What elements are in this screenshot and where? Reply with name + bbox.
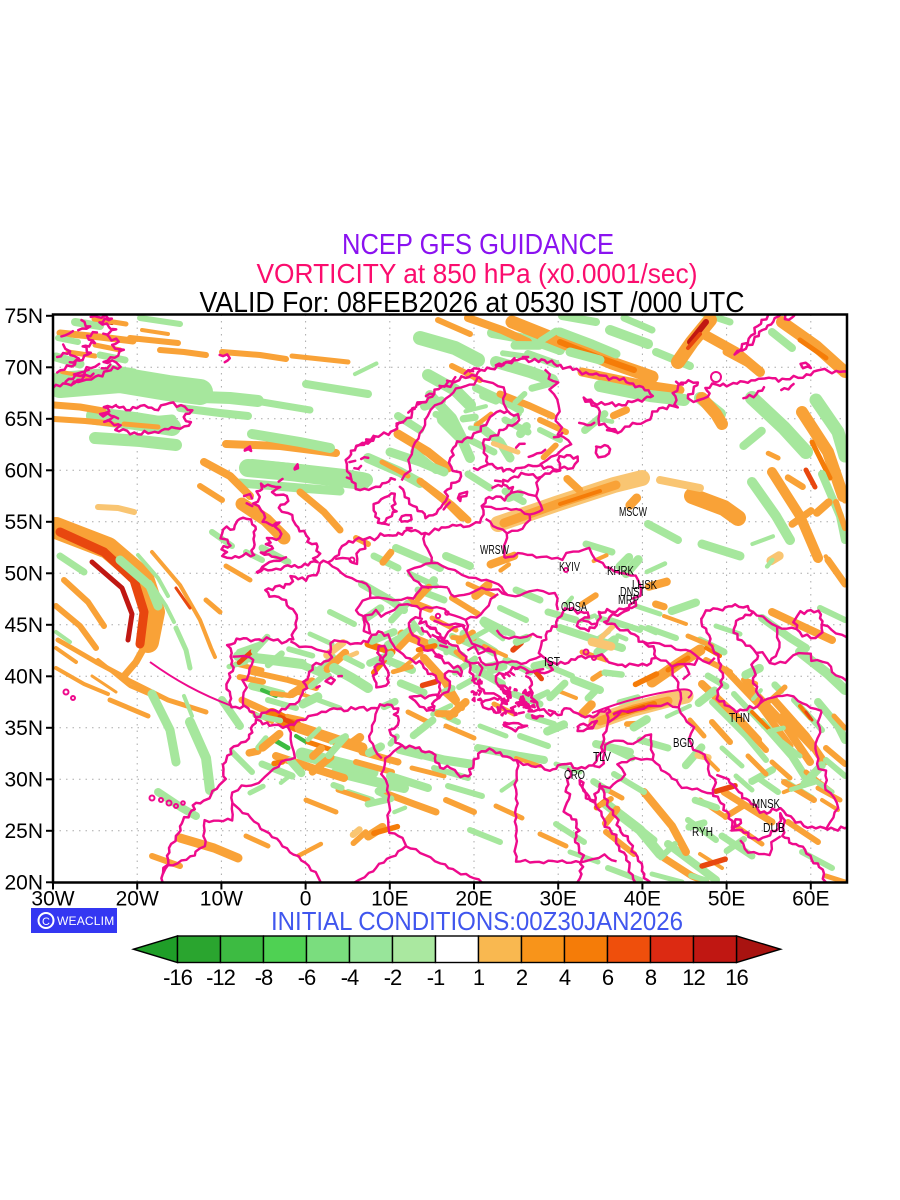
svg-text:10E: 10E bbox=[371, 888, 408, 911]
svg-text:-6: -6 bbox=[298, 965, 316, 990]
svg-text:0: 0 bbox=[300, 888, 312, 911]
svg-text:75N: 75N bbox=[4, 305, 43, 328]
svg-text:INITIAL CONDITIONS:00Z30JAN202: INITIAL CONDITIONS:00Z30JAN2026 bbox=[271, 906, 683, 936]
svg-text:65N: 65N bbox=[4, 408, 43, 431]
svg-text:CRO: CRO bbox=[564, 768, 585, 782]
svg-text:70N: 70N bbox=[4, 356, 43, 379]
svg-text:RYH: RYH bbox=[692, 825, 713, 839]
svg-text:VORTICITY at 850 hPa (x0.0001/: VORTICITY at 850 hPa (x0.0001/sec) bbox=[257, 258, 698, 289]
svg-text:8: 8 bbox=[645, 965, 657, 990]
svg-text:12: 12 bbox=[682, 965, 705, 990]
svg-text:10W: 10W bbox=[200, 888, 243, 911]
svg-text:C: C bbox=[42, 916, 50, 928]
svg-text:-12: -12 bbox=[206, 965, 236, 990]
svg-text:50E: 50E bbox=[708, 888, 745, 911]
svg-text:60E: 60E bbox=[792, 888, 829, 911]
svg-text:55N: 55N bbox=[4, 511, 43, 534]
svg-text:IST: IST bbox=[544, 655, 560, 669]
svg-text:4: 4 bbox=[559, 965, 571, 990]
svg-text:-8: -8 bbox=[255, 965, 273, 990]
svg-text:50N: 50N bbox=[4, 562, 43, 585]
svg-text:30W: 30W bbox=[31, 888, 74, 911]
svg-text:MSCW: MSCW bbox=[619, 505, 647, 519]
svg-text:40E: 40E bbox=[624, 888, 661, 911]
svg-text:20E: 20E bbox=[455, 888, 492, 911]
svg-text:40N: 40N bbox=[4, 665, 43, 688]
svg-text:THN: THN bbox=[729, 711, 750, 725]
svg-text:MNSK: MNSK bbox=[752, 797, 781, 811]
svg-text:DNST: DNST bbox=[620, 585, 645, 599]
svg-text:45N: 45N bbox=[4, 614, 43, 637]
svg-text:MRP: MRP bbox=[618, 593, 639, 607]
svg-text:20N: 20N bbox=[4, 871, 43, 894]
svg-text:WEACLIM: WEACLIM bbox=[57, 914, 114, 928]
svg-text:1: 1 bbox=[473, 965, 485, 990]
svg-text:20W: 20W bbox=[116, 888, 159, 911]
svg-text:LHSK: LHSK bbox=[632, 578, 658, 592]
svg-text:KHRK: KHRK bbox=[607, 564, 635, 578]
svg-text:60N: 60N bbox=[4, 459, 43, 482]
svg-text:2: 2 bbox=[516, 965, 528, 990]
svg-text:-16: -16 bbox=[163, 965, 193, 990]
svg-text:TLV: TLV bbox=[593, 750, 612, 764]
svg-text:BGD: BGD bbox=[673, 736, 694, 750]
svg-text:6: 6 bbox=[602, 965, 614, 990]
svg-text:NCEP GFS GUIDANCE: NCEP GFS GUIDANCE bbox=[342, 229, 614, 261]
svg-text:ODSA: ODSA bbox=[561, 600, 587, 614]
svg-text:35N: 35N bbox=[4, 717, 43, 740]
svg-text:30N: 30N bbox=[4, 768, 43, 791]
svg-text:-2: -2 bbox=[384, 965, 402, 990]
svg-text:WRSW: WRSW bbox=[480, 543, 509, 557]
svg-text:-4: -4 bbox=[341, 965, 359, 990]
svg-text:16: 16 bbox=[725, 965, 748, 990]
svg-text:30E: 30E bbox=[540, 888, 577, 911]
svg-text:DUB: DUB bbox=[763, 821, 785, 835]
svg-text:-1: -1 bbox=[427, 965, 445, 990]
svg-text:25N: 25N bbox=[4, 820, 43, 843]
svg-text:KYIV: KYIV bbox=[559, 560, 580, 574]
